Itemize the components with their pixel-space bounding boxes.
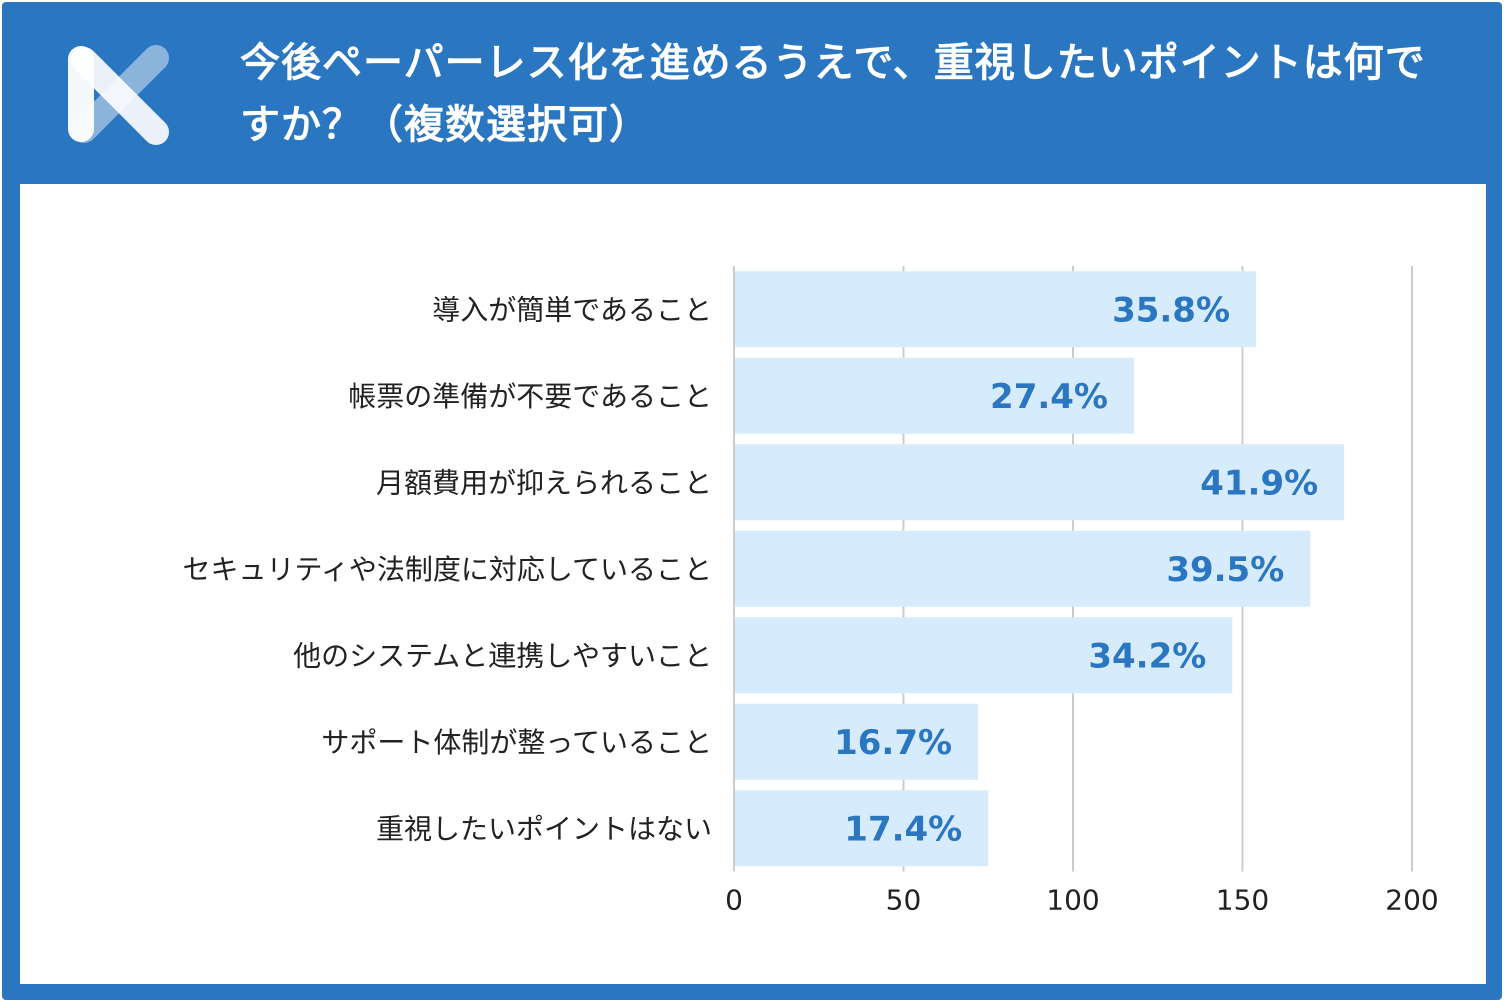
bar <box>734 530 1311 607</box>
category-label: サポート体制が整っていること <box>321 726 712 759</box>
data-label: 17.4% <box>844 809 962 849</box>
data-label: 16.7% <box>834 723 952 763</box>
data-label: 41.9% <box>1200 463 1318 503</box>
bar <box>734 357 1135 434</box>
chart-title: 今後ペーパーレス化を進めるうえで、重視したいポイントは何ですか？（複数選択可） <box>240 40 1426 148</box>
bar <box>734 271 1257 348</box>
x-tick-label: 50 <box>886 884 922 917</box>
data-label: 39.5% <box>1166 550 1284 590</box>
x-tick-label: 150 <box>1216 884 1269 917</box>
data-label: 27.4% <box>990 377 1108 417</box>
x-tick-label: 100 <box>1046 884 1099 917</box>
category-label: 導入が簡単であること <box>432 293 712 326</box>
chart-panel: 導入が簡単であること帳票の準備が不要であること月額費用が抑えられることセキュリテ… <box>20 184 1486 984</box>
category-label: 帳票の準備が不要であること <box>348 380 712 413</box>
category-label: 重視したいポイントはない <box>376 812 712 845</box>
category-label: 月額費用が抑えられること <box>376 466 712 499</box>
category-label: セキュリティや法制度に対応していること <box>183 553 712 586</box>
bar <box>734 444 1345 521</box>
data-label: 35.8% <box>1112 290 1230 330</box>
bar <box>734 703 979 780</box>
bar <box>734 617 1233 694</box>
x-tick-label: 200 <box>1385 884 1438 917</box>
bar-chart: 導入が簡単であること帳票の準備が不要であること月額費用が抑えられることセキュリテ… <box>183 266 1439 917</box>
x-logo-icon <box>68 45 169 145</box>
category-label: 他のシステムと連携しやすいこと <box>293 639 712 672</box>
x-tick-label: 0 <box>725 884 743 917</box>
bar <box>734 790 989 867</box>
data-label: 34.2% <box>1088 636 1206 676</box>
